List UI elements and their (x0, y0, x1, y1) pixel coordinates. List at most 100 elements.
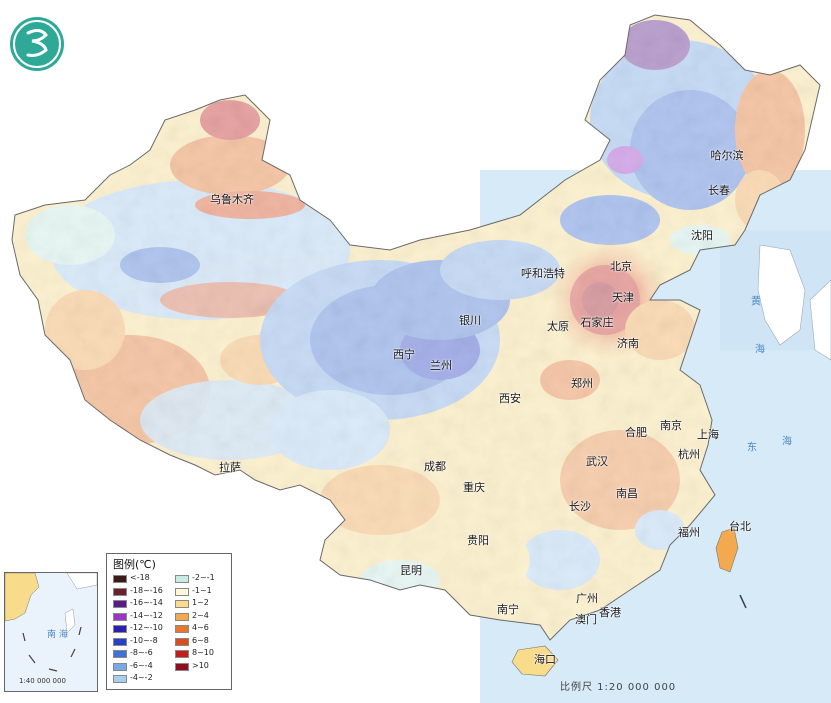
legend-swatch (175, 575, 189, 583)
city-label: 北京 (610, 260, 632, 273)
sea-label-yellow-sea-2: 海 (755, 344, 765, 356)
legend-label: >10 (192, 660, 209, 670)
city-label: 台北 (729, 520, 751, 533)
japan-coast (809, 279, 831, 361)
legend-item: 1~2 (175, 598, 237, 610)
china-border (11, 14, 821, 641)
city-label: 澳门 (575, 613, 597, 626)
city-label: 呼和浩特 (521, 267, 565, 280)
legend-swatch (113, 662, 127, 671)
city-label: 银川 (459, 314, 481, 327)
legend-label: -12~-10 (130, 623, 163, 632)
legend-item: 8~10 (175, 648, 237, 660)
legend-item: -18~-16 (113, 585, 175, 598)
city-label: 郑州 (571, 377, 593, 390)
legend-item: -16~-14 (113, 598, 175, 610)
city-label: 昆明 (400, 564, 422, 577)
legend-label: 1~2 (192, 598, 209, 607)
inset-map (5, 573, 97, 672)
legend-label: 4~6 (192, 623, 209, 632)
city-label: 南昌 (616, 487, 638, 500)
inset-sea-label: 南 海 (47, 630, 68, 640)
legend-item: -8~-6 (113, 648, 175, 660)
cma-dragon-logo-icon (10, 17, 64, 71)
legend-swatch (175, 587, 189, 596)
south-china-sea-inset: 南 海 1:40 000 000 (4, 572, 98, 692)
sea-label-yellow-sea: 黄 (751, 296, 761, 308)
city-label: 武汉 (586, 455, 608, 468)
city-label: 上海 (697, 428, 719, 441)
map-scale: 比例尺 1:20 000 000 (560, 682, 677, 693)
legend-label: -1~1 (192, 585, 212, 595)
city-label: 福州 (678, 526, 700, 539)
city-label: 杭州 (678, 448, 700, 461)
legend-item: -10~-8 (113, 635, 175, 648)
city-label: 南京 (660, 419, 682, 432)
legend-label: 2~4 (192, 610, 209, 620)
city-label: 广州 (576, 592, 598, 605)
legend-swatch (175, 612, 189, 621)
city-label: 西安 (499, 392, 521, 405)
legend-item: 2~4 (175, 610, 237, 623)
legend-label: -14~-12 (130, 610, 163, 620)
legend-item: -1~1 (175, 585, 237, 598)
hainan (511, 645, 559, 677)
legend-item: -6~-4 (113, 660, 175, 673)
legend-label: -8~-6 (130, 648, 153, 657)
legend-item: -12~-10 (113, 623, 175, 635)
city-label: 天津 (612, 291, 634, 304)
city-label: 海口 (534, 653, 556, 666)
korean-peninsula (757, 244, 806, 346)
taiwan (715, 527, 739, 573)
legend-label: 8~10 (192, 648, 214, 657)
legend-label: -10~-8 (130, 635, 158, 645)
city-label: 重庆 (463, 481, 485, 494)
city-label: 南宁 (497, 603, 519, 616)
legend-label: -2~-1 (192, 573, 215, 582)
legend-label: 6~8 (192, 635, 209, 645)
legend-item: >10 (175, 660, 237, 673)
city-label: 乌鲁木齐 (210, 193, 254, 206)
city-label: 长沙 (569, 500, 591, 513)
legend-swatch (175, 637, 189, 646)
city-label: 贵阳 (467, 534, 489, 547)
city-label: 长春 (708, 184, 730, 197)
legend-swatch (175, 600, 189, 608)
legend-swatch (113, 650, 127, 658)
legend-item: -14~-12 (113, 610, 175, 623)
legend: 图例(℃) <-18 -18~-16 -16~-14 -14~-12 -12~-10 -1… (106, 553, 232, 690)
inset-scale: 1:40 000 000 (19, 677, 66, 685)
legend-swatch (113, 587, 127, 596)
legend-swatch (175, 662, 189, 671)
legend-label: -16~-14 (130, 598, 163, 607)
city-label: 兰州 (430, 359, 452, 372)
nine-dash-segment (739, 594, 747, 609)
legend-swatch (113, 625, 127, 633)
legend-swatch (175, 650, 189, 658)
city-label: 成都 (424, 460, 446, 473)
legend-swatch (113, 612, 127, 621)
legend-swatch (113, 675, 127, 683)
legend-item: <-18 (113, 573, 175, 585)
legend-swatch (113, 637, 127, 646)
city-label: 哈尔滨 (710, 149, 744, 162)
sea-label-east-sea: 东 (747, 442, 757, 454)
legend-item: -4~-2 (113, 673, 175, 685)
legend-item: 4~6 (175, 623, 237, 635)
legend-swatch (175, 625, 189, 633)
legend-swatch (113, 575, 127, 583)
legend-title: 图例(℃) (113, 558, 156, 571)
legend-item: -2~-1 (175, 573, 237, 585)
city-label: 西宁 (393, 348, 415, 361)
city-label: 香港 (599, 606, 621, 619)
city-label: 拉萨 (219, 461, 241, 474)
legend-label: <-18 (130, 573, 150, 582)
legend-item: 6~8 (175, 635, 237, 648)
sea-label-east-sea-2: 海 (782, 436, 792, 448)
city-label: 合肥 (625, 426, 647, 439)
legend-label: -6~-4 (130, 660, 153, 670)
legend-label: -18~-16 (130, 585, 163, 595)
city-label: 沈阳 (691, 229, 713, 242)
